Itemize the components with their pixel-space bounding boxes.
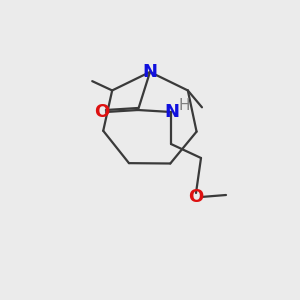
Text: N: N: [164, 103, 179, 121]
Text: H: H: [178, 98, 190, 113]
Text: N: N: [142, 63, 158, 81]
Text: O: O: [94, 103, 110, 121]
Text: O: O: [188, 188, 204, 206]
